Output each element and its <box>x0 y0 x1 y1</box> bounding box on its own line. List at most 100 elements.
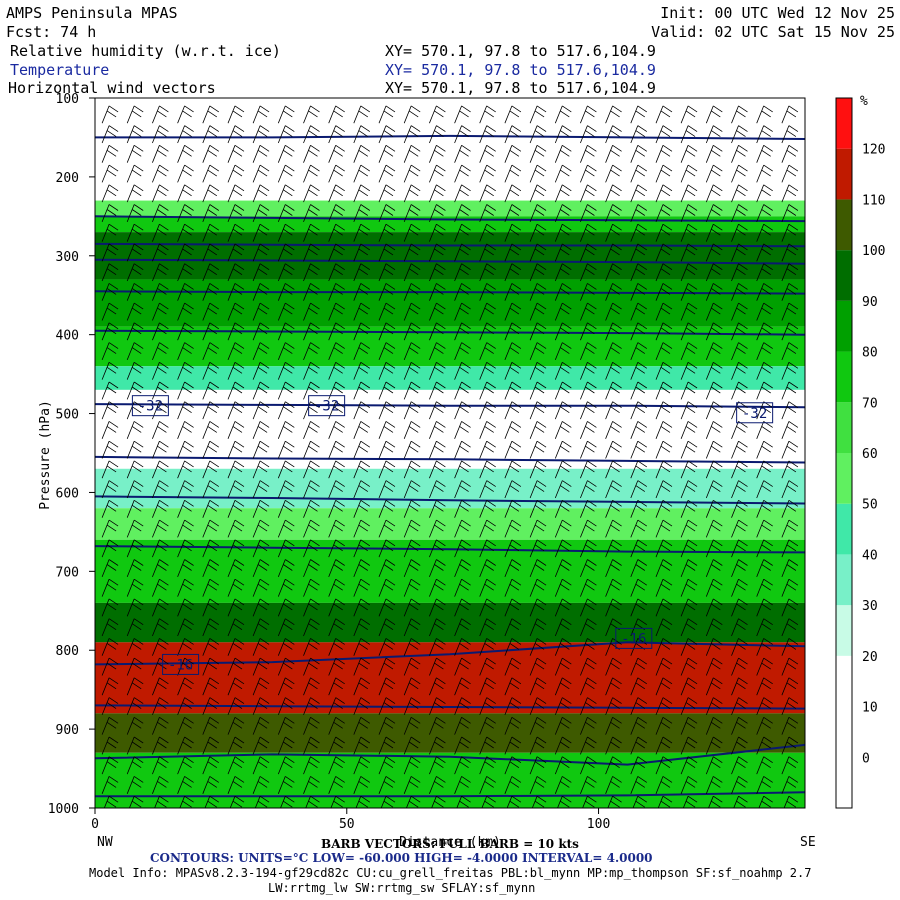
wind-barb <box>554 322 572 341</box>
wind-barb <box>429 164 446 183</box>
wind-barb <box>731 322 748 341</box>
wind-barb <box>280 795 295 808</box>
wind-barb <box>303 204 320 223</box>
wind-barb <box>756 342 773 361</box>
wind-barb <box>403 539 421 558</box>
wind-barb <box>101 598 119 617</box>
wind-barb <box>202 361 220 380</box>
wind-barb <box>101 381 119 400</box>
wind-barb <box>655 342 673 361</box>
wind-barb <box>504 144 522 163</box>
wind-barb <box>630 736 648 755</box>
wind-barb <box>605 105 622 124</box>
wind-barb <box>429 460 446 479</box>
wind-barb <box>152 144 169 163</box>
wind-barb <box>328 243 345 262</box>
wind-barb <box>101 125 119 144</box>
wind-barb <box>454 105 471 124</box>
wind-barb <box>429 263 446 282</box>
wind-barb <box>403 125 421 144</box>
wind-barb <box>529 263 547 282</box>
wind-barb <box>202 164 220 183</box>
wind-barb <box>479 322 496 341</box>
wind-barb <box>277 164 295 183</box>
wind-barb <box>781 322 799 341</box>
wind-barb <box>655 283 673 301</box>
colorbar-bin-9 <box>836 300 852 352</box>
wind-barb <box>177 716 194 735</box>
wind-barb <box>655 559 673 578</box>
wind-barb <box>227 440 245 459</box>
wind-barb <box>277 716 295 735</box>
wind-barb <box>554 716 572 735</box>
wind-barb <box>554 460 572 479</box>
wind-barb <box>227 559 245 578</box>
barb-note: BARB VECTORS: FULL BARB = 10 kts <box>321 837 579 851</box>
wind-barb <box>731 204 748 223</box>
wind-barb <box>227 144 245 163</box>
wind-barb <box>554 342 572 361</box>
wind-barb <box>529 184 547 203</box>
wind-barb <box>607 795 622 808</box>
wind-barb <box>101 578 119 597</box>
wind-barb <box>705 736 723 755</box>
wind-barb <box>756 322 773 341</box>
wind-barb <box>655 539 673 558</box>
wind-barb <box>152 598 169 617</box>
wind-barb <box>479 105 496 124</box>
wind-barb <box>504 361 522 380</box>
wind-barb <box>177 736 194 755</box>
wind-barb <box>126 105 144 124</box>
wind-barb <box>504 342 522 361</box>
colorbar-bin-5 <box>836 503 852 555</box>
wind-barb <box>529 598 547 617</box>
wind-barb <box>152 716 169 735</box>
wind-barb <box>353 598 371 617</box>
wind-barb <box>731 283 748 301</box>
wind-barb <box>303 756 320 775</box>
wind-barb <box>101 184 119 203</box>
wind-barb <box>303 302 320 321</box>
wind-barb <box>655 657 673 676</box>
colorbar-bin-4 <box>836 554 852 606</box>
wind-barb <box>353 519 371 538</box>
temperature-contour-7 <box>95 455 805 464</box>
rh-layer-4 <box>95 279 805 327</box>
wind-barb <box>429 499 446 518</box>
wind-barb <box>554 184 572 203</box>
wind-barb <box>277 125 295 144</box>
wind-barb <box>403 283 421 301</box>
wind-barb <box>479 618 496 637</box>
wind-barb <box>781 519 799 538</box>
wind-barb <box>227 243 245 262</box>
wind-barb <box>101 105 119 124</box>
wind-barb <box>403 460 421 479</box>
wind-barb <box>680 322 698 341</box>
wind-barb <box>580 598 597 617</box>
wind-barb <box>630 381 648 400</box>
wind-barb <box>227 480 245 499</box>
wind-barb <box>630 677 648 696</box>
wind-barb <box>252 677 270 696</box>
wind-barb <box>152 184 169 203</box>
wind-barb <box>680 776 698 794</box>
wind-barb <box>227 421 245 439</box>
wind-barb <box>504 638 522 656</box>
wind-barb <box>756 499 773 518</box>
wind-barb <box>781 263 799 282</box>
wind-barb <box>731 164 748 183</box>
wind-barb <box>353 342 371 361</box>
wind-barb <box>101 263 119 282</box>
wind-barb <box>731 105 748 124</box>
wind-barb <box>277 559 295 578</box>
wind-barb <box>353 144 371 163</box>
wind-barb <box>655 697 673 716</box>
wind-barb <box>554 519 572 538</box>
wind-barb <box>101 756 119 775</box>
wind-barb <box>353 638 371 656</box>
wind-barb <box>252 283 270 301</box>
wind-barb <box>529 638 547 656</box>
wind-barb <box>454 125 471 144</box>
wind-barb <box>403 499 421 518</box>
